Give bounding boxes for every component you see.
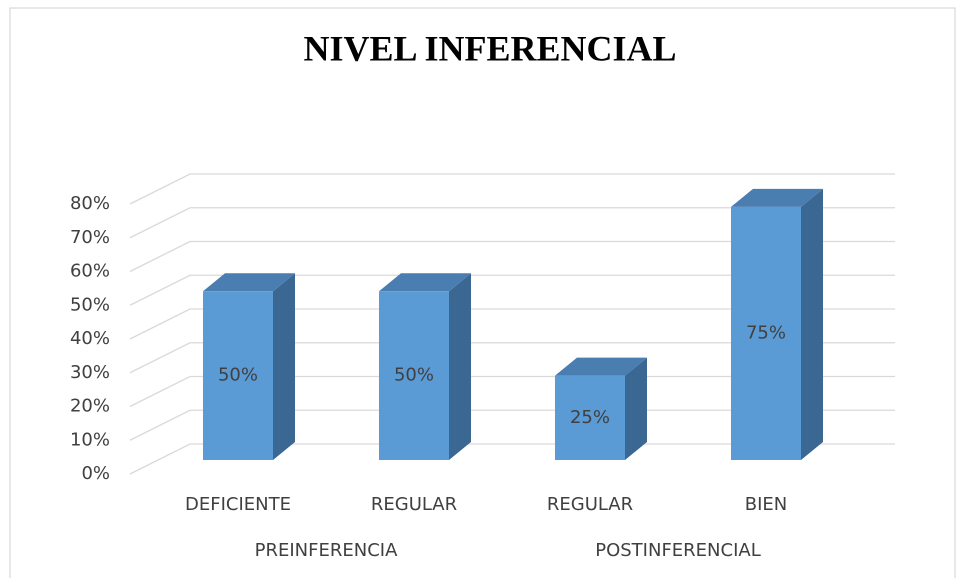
bar-side (449, 273, 471, 460)
y-tick-label: 50% (70, 294, 110, 315)
grid-line (129, 173, 895, 205)
bar-top (379, 273, 471, 292)
bar-top (555, 357, 647, 376)
y-tick-label: 20% (70, 396, 110, 417)
y-tick-label: 70% (70, 227, 110, 248)
bar (203, 291, 273, 460)
grid-line (129, 375, 895, 408)
bar (555, 375, 625, 460)
x-tick-label: DEFICIENTE (185, 494, 291, 515)
chart-title: NIVEL INFERENCIAL (303, 28, 676, 68)
grid-line (129, 274, 895, 306)
group-label: POSTINFERENCIAL (595, 540, 761, 561)
y-tick-label: 40% (70, 328, 110, 349)
y-tick-label: 0% (81, 463, 110, 484)
grid-line (129, 308, 895, 340)
data-label: 50% (394, 365, 434, 386)
grid-line (129, 240, 895, 273)
bar-side (801, 188, 823, 460)
bar (731, 206, 801, 460)
y-tick-label: 60% (70, 261, 110, 282)
y-tick-label: 10% (70, 429, 110, 450)
data-label: 75% (746, 322, 786, 343)
grid-line (129, 409, 895, 441)
grid-line (129, 342, 895, 374)
y-tick-label: 80% (70, 193, 110, 214)
grid-line (129, 207, 895, 239)
data-label: 25% (570, 407, 610, 428)
chart-border (9, 7, 956, 578)
bar-side (273, 273, 295, 460)
group-label: PREINFERENCIA (255, 540, 398, 561)
bar-top (731, 188, 823, 207)
data-label: 50% (218, 365, 258, 386)
x-tick-label: REGULAR (547, 494, 633, 515)
x-tick-label: BIEN (745, 494, 788, 515)
bar (379, 291, 449, 460)
y-tick-label: 30% (70, 362, 110, 383)
x-tick-label: REGULAR (371, 494, 457, 515)
grid-line (129, 443, 895, 475)
bar-top (203, 273, 295, 292)
bar-side (625, 357, 647, 460)
